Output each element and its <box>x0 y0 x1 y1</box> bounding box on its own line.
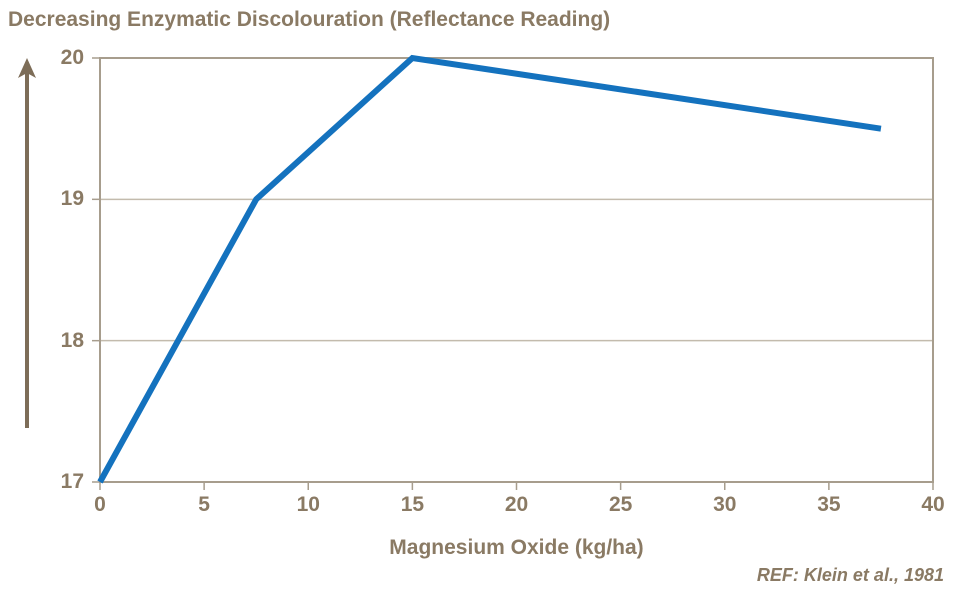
plot-border <box>99 57 934 483</box>
x-tick-label-20: 20 <box>504 493 529 516</box>
reflectance-line <box>97 54 882 484</box>
chart-title: Decreasing Enzymatic Discolouration (Ref… <box>8 8 611 31</box>
y-tick-label-19: 19 <box>60 187 84 211</box>
x-tick-label-15: 15 <box>400 493 425 516</box>
x-tick-label-0: 0 <box>94 493 106 516</box>
y-tick-label-17: 17 <box>60 470 84 493</box>
x-tick-label-10: 10 <box>296 493 320 516</box>
reference-citation: REF: Klein et al., 1981 <box>756 565 944 585</box>
x-axis-label: Magnesium Oxide (kg/ha) <box>389 536 644 559</box>
y-axis-increase-arrow-icon <box>18 58 36 428</box>
x-tick-label-5: 5 <box>198 493 210 516</box>
x-tick-label-25: 25 <box>608 493 633 516</box>
plot-area <box>92 54 934 490</box>
y-tick-label-18: 18 <box>60 328 84 352</box>
x-tick-label-40: 40 <box>921 493 945 516</box>
y-tick-label-20: 20 <box>60 46 84 69</box>
x-tick-label-35: 35 <box>817 493 841 516</box>
x-tick-label-30: 30 <box>713 493 737 516</box>
